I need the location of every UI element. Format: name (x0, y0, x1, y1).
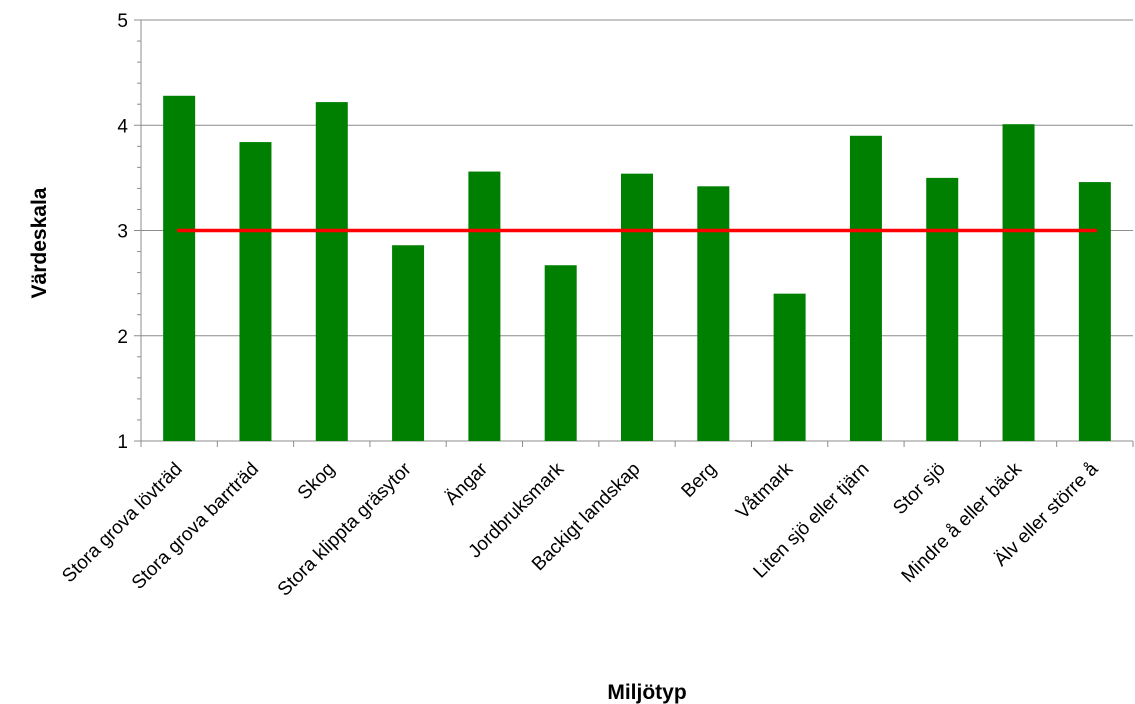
category-label-3: Skog (294, 459, 339, 504)
category-label-2: Stora grova barrträd (128, 459, 263, 594)
y-tick-labels: 1 2 3 4 5 (117, 11, 128, 453)
bar-7 (621, 173, 653, 442)
y-tick-label-4: 4 (117, 116, 128, 137)
category-label-9: Våtmark (732, 458, 797, 523)
bar-3 (315, 102, 348, 441)
bar-10 (849, 135, 882, 441)
y-tick-label-5: 5 (117, 11, 128, 32)
y-tick-label-1: 1 (117, 432, 128, 453)
bar-12 (1002, 124, 1035, 441)
bar-6 (544, 265, 577, 441)
category-label-4: Stora klippta gräsytor (274, 458, 416, 600)
bar-2 (239, 142, 272, 441)
y-tick-label-2: 2 (117, 327, 128, 348)
bar-8 (697, 186, 730, 441)
bar-13 (1078, 182, 1111, 441)
category-label-8: Berg (678, 459, 721, 502)
y-tick-label-3: 3 (117, 222, 128, 243)
bar-11 (926, 177, 959, 441)
category-label-11: Stor sjö (889, 459, 949, 519)
bar-5 (468, 171, 501, 441)
bar-1 (163, 95, 196, 441)
bar-9 (773, 293, 806, 441)
y-axis-title: Värdeskala (28, 187, 51, 298)
x-axis-title: Miljötyp (607, 681, 686, 704)
bars (163, 95, 1111, 442)
category-label-5: Ängar (441, 458, 492, 509)
bar-4 (392, 245, 425, 441)
